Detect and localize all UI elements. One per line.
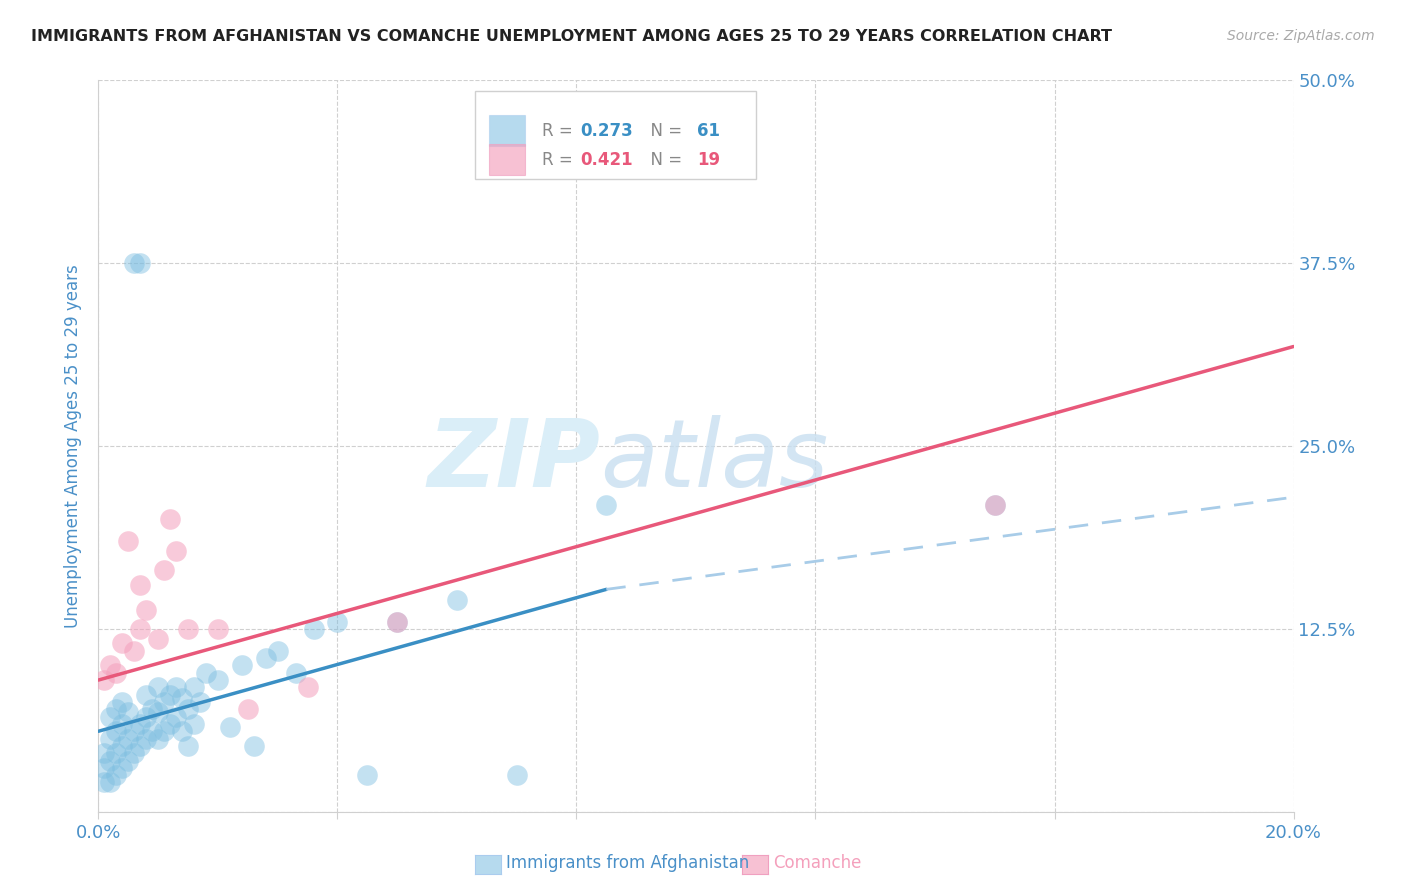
Point (148, 731, 170, 746)
Point (254, 651, 277, 665)
Point (153, 563, 176, 577)
Text: R =: R = (541, 151, 578, 169)
Point (172, 690, 194, 705)
Text: IMMIGRANTS FROM AFGHANISTAN VS COMANCHE UNEMPLOYMENT AMONG AGES 25 TO 29 YEARS C: IMMIGRANTS FROM AFGHANISTAN VS COMANCHE … (31, 29, 1112, 44)
Point (141, 724, 163, 739)
Point (148, 681, 170, 695)
Point (98, 709, 122, 723)
Point (148, 632, 170, 646)
Text: Comanche: Comanche (773, 854, 862, 871)
Point (117, 534, 139, 549)
Point (124, 644, 146, 658)
Point (297, 681, 319, 695)
Text: 0.421: 0.421 (581, 151, 633, 169)
Point (93, 761, 115, 775)
Point (302, 622, 325, 636)
Point (93, 746, 115, 760)
Point (105, 702, 128, 716)
Point (159, 717, 181, 731)
Point (326, 615, 349, 629)
Point (105, 724, 128, 739)
Point (159, 512, 181, 526)
Point (153, 724, 176, 739)
Point (236, 702, 259, 716)
Point (141, 702, 163, 716)
Point (177, 622, 200, 636)
Point (93, 775, 115, 789)
FancyBboxPatch shape (489, 145, 524, 175)
Point (183, 681, 205, 695)
Point (129, 622, 152, 636)
Point (98, 754, 122, 768)
Point (105, 768, 128, 782)
Point (98, 731, 122, 746)
Point (984, 498, 1007, 512)
Point (117, 731, 139, 746)
Point (188, 695, 211, 709)
Point (231, 658, 253, 673)
Point (177, 739, 200, 753)
Point (207, 622, 229, 636)
Point (124, 256, 146, 270)
Text: 19: 19 (697, 151, 720, 169)
Text: 61: 61 (697, 121, 720, 140)
Point (267, 644, 290, 658)
Point (172, 724, 194, 739)
Point (111, 739, 134, 753)
Point (105, 665, 128, 680)
FancyBboxPatch shape (489, 115, 524, 146)
Point (148, 705, 170, 719)
Point (183, 717, 205, 731)
Text: atlas: atlas (600, 415, 828, 506)
Point (129, 739, 152, 753)
Text: N =: N = (640, 121, 688, 140)
Point (385, 615, 409, 629)
Point (98, 658, 122, 673)
Point (219, 720, 242, 734)
Point (129, 578, 152, 592)
Text: ZIP: ZIP (427, 415, 600, 507)
Text: Source: ZipAtlas.com: Source: ZipAtlas.com (1227, 29, 1375, 43)
Point (135, 731, 157, 746)
Point (153, 695, 176, 709)
Point (117, 705, 139, 719)
Point (129, 256, 152, 270)
Text: Immigrants from Afghanistan: Immigrants from Afghanistan (506, 854, 749, 871)
Point (177, 702, 200, 716)
Point (135, 603, 157, 617)
Point (105, 746, 128, 760)
Point (124, 724, 146, 739)
Point (159, 688, 181, 702)
Point (111, 761, 134, 775)
Point (93, 673, 115, 687)
Point (207, 673, 229, 687)
Point (129, 717, 152, 731)
FancyBboxPatch shape (475, 91, 756, 179)
Point (165, 709, 187, 723)
Point (595, 498, 617, 512)
Y-axis label: Unemployment Among Ages 25 to 29 years: Unemployment Among Ages 25 to 29 years (65, 264, 83, 628)
Point (111, 695, 134, 709)
Point (284, 665, 307, 680)
Point (165, 544, 187, 558)
Point (111, 717, 134, 731)
Point (117, 754, 139, 768)
Point (984, 498, 1007, 512)
Text: N =: N = (640, 151, 688, 169)
Point (135, 688, 157, 702)
Point (124, 746, 146, 760)
Text: R =: R = (541, 121, 578, 140)
Point (165, 681, 187, 695)
Point (506, 768, 529, 782)
Point (111, 636, 134, 650)
Point (385, 615, 409, 629)
Text: 0.273: 0.273 (581, 121, 633, 140)
Point (356, 768, 378, 782)
Point (98, 775, 122, 789)
Point (135, 709, 157, 723)
Point (446, 592, 468, 607)
Point (195, 665, 218, 680)
Point (243, 739, 266, 753)
